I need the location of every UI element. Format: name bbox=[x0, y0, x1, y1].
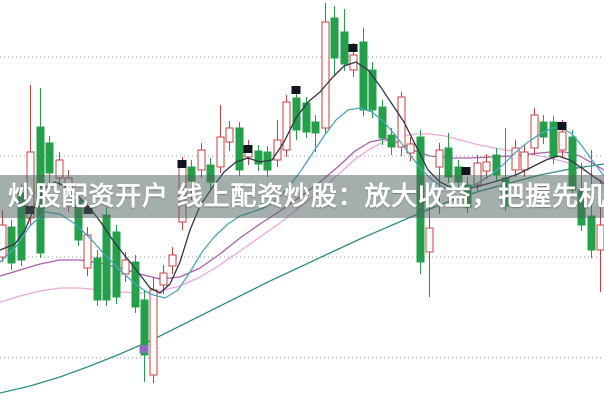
black-square-marker bbox=[557, 122, 567, 130]
down-candle bbox=[254, 150, 263, 165]
up-candle bbox=[321, 21, 330, 129]
up-candle bbox=[596, 224, 604, 251]
ma-cyan bbox=[0, 107, 604, 299]
down-candle bbox=[311, 121, 320, 134]
up-candle bbox=[425, 227, 434, 253]
up-candle bbox=[558, 131, 567, 151]
down-candle bbox=[330, 17, 339, 59]
purple-square-marker bbox=[139, 345, 149, 353]
down-candle bbox=[112, 231, 121, 298]
up-candle bbox=[197, 149, 206, 171]
black-square-marker bbox=[461, 167, 471, 175]
up-candle bbox=[225, 127, 234, 143]
black-square-marker bbox=[291, 86, 301, 94]
down-candle bbox=[368, 69, 377, 111]
up-candle bbox=[159, 272, 168, 286]
up-candle bbox=[520, 151, 529, 171]
up-candle bbox=[530, 114, 539, 149]
headline-text: 炒股配资开户 线上配资炒股：放大收益，把握先机 bbox=[8, 181, 604, 211]
down-candle bbox=[235, 127, 244, 171]
up-candle bbox=[511, 147, 520, 171]
black-square-marker bbox=[177, 160, 187, 168]
up-candle bbox=[216, 136, 225, 168]
down-candle bbox=[45, 142, 54, 174]
up-candle bbox=[406, 143, 415, 154]
up-candle bbox=[282, 101, 291, 151]
up-candle bbox=[83, 234, 92, 269]
down-candle bbox=[292, 97, 301, 131]
up-candle bbox=[397, 96, 406, 148]
black-square-marker bbox=[348, 44, 358, 52]
up-candle bbox=[273, 139, 282, 161]
up-candle bbox=[435, 149, 444, 168]
down-candle bbox=[444, 147, 453, 178]
down-candle bbox=[93, 257, 102, 301]
up-candle bbox=[121, 259, 130, 275]
down-candle bbox=[359, 41, 368, 111]
up-candle bbox=[149, 289, 158, 376]
headline-banner: 炒股配资开户 线上配资炒股：放大收益，把握先机 bbox=[0, 175, 604, 218]
black-square-marker bbox=[243, 145, 253, 153]
down-candle bbox=[140, 299, 149, 356]
down-candle bbox=[587, 215, 596, 251]
down-candle bbox=[378, 106, 387, 139]
down-candle bbox=[340, 31, 349, 65]
down-candle bbox=[549, 121, 558, 158]
up-candle bbox=[0, 224, 7, 258]
down-candle bbox=[387, 134, 396, 148]
up-candle bbox=[482, 161, 491, 172]
up-candle bbox=[168, 254, 177, 267]
down-candle bbox=[539, 121, 548, 138]
